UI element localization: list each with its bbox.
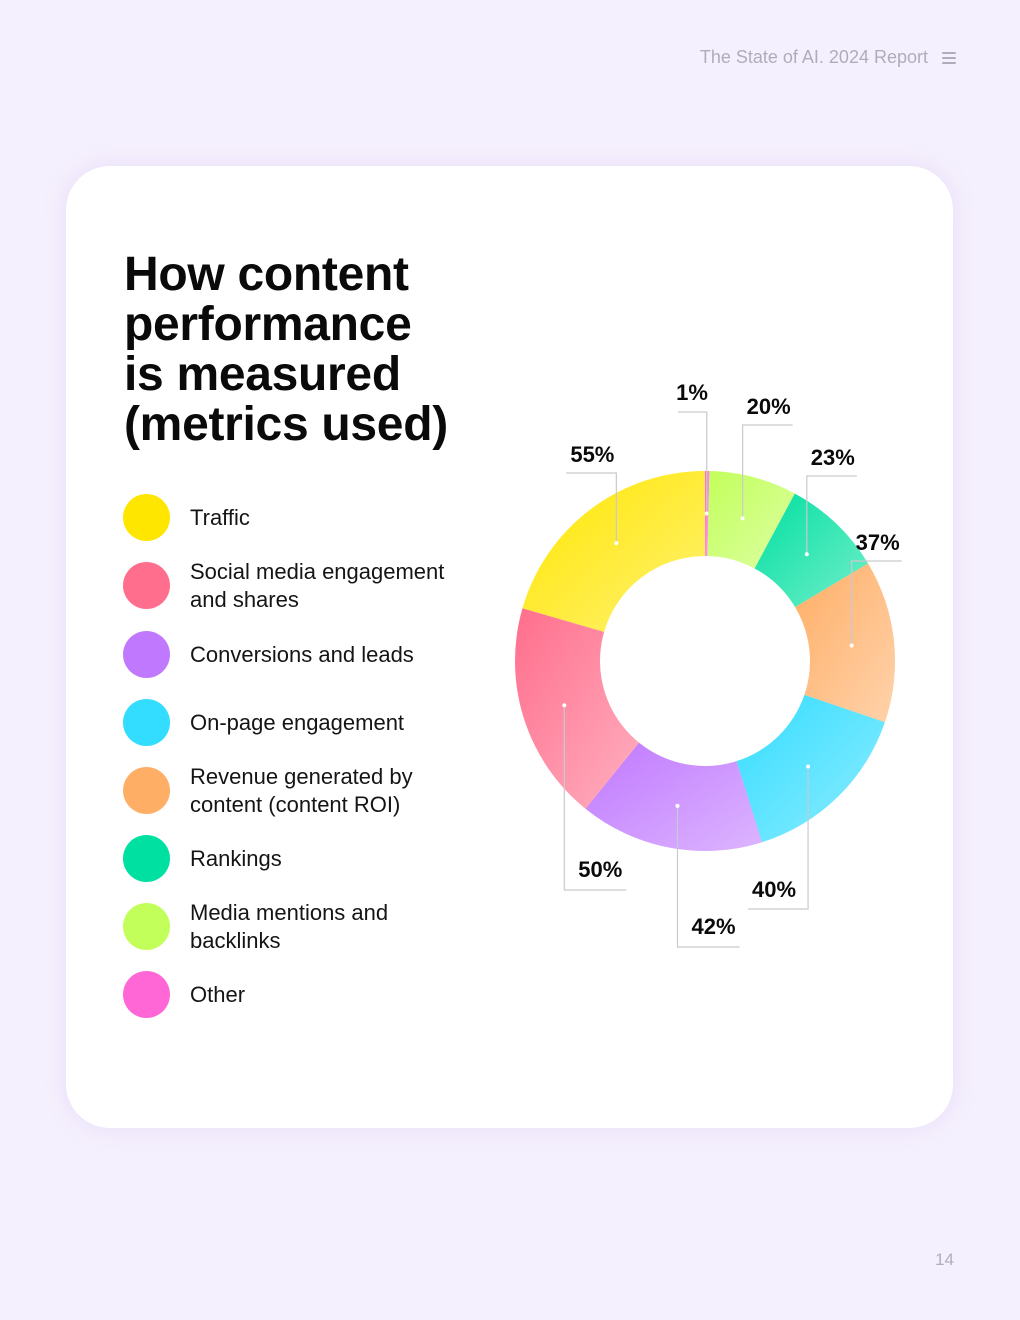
data-label: 50%: [578, 857, 622, 882]
data-label: 55%: [570, 442, 614, 467]
data-label: 20%: [747, 394, 791, 419]
donut-slice-shade: [514, 608, 639, 809]
legend-item: Media mentions and backlinks: [123, 900, 480, 953]
legend-swatch: [123, 903, 170, 950]
legend-item: Traffic: [123, 494, 480, 541]
page-number: 14: [935, 1250, 954, 1269]
legend-label: Social media engagement and shares: [190, 558, 445, 612]
menu-icon[interactable]: [942, 51, 956, 64]
chart-title-text: How content performance is measured (metric…: [124, 248, 448, 451]
legend-label: Media mentions and backlinks: [190, 899, 389, 953]
data-label: 42%: [691, 914, 735, 939]
data-label: 1%: [676, 380, 708, 405]
leader-dot: [614, 541, 619, 546]
leader-dot: [804, 552, 809, 557]
legend-item: Rankings: [123, 835, 480, 882]
donut-slice-shade: [754, 493, 869, 608]
leader-dot: [704, 511, 709, 516]
leader-line: [851, 560, 902, 646]
donut-slice-shade: [736, 694, 885, 843]
legend-swatch: [123, 971, 170, 1018]
leader-line: [676, 805, 740, 948]
leader-line: [566, 472, 617, 544]
chart-title-line: (metrics used): [124, 398, 448, 451]
legend-label: On-page engagement: [190, 709, 405, 735]
legend-swatch: [123, 494, 170, 541]
donut-slice-shade: [522, 471, 705, 632]
data-label: 40%: [752, 877, 796, 902]
leader-line: [678, 411, 708, 514]
donut-slice-shade: [585, 742, 763, 851]
legend-item: Conversions and leads: [123, 631, 480, 678]
leader-line: [742, 424, 793, 519]
chart-card: [66, 166, 953, 1128]
donut-slice-shade: [795, 563, 896, 723]
legend-swatch: [123, 562, 170, 609]
legend-label: Revenue generated by content (content RO…: [190, 763, 413, 817]
chart-title-line: is measured: [124, 348, 401, 401]
data-label: 23%: [811, 445, 855, 470]
legend-swatch: [123, 767, 170, 814]
legend-item: On-page engagement: [123, 699, 480, 746]
leader-line: [748, 766, 809, 910]
chart-title: How content performance is measured (metric…: [124, 250, 448, 450]
leader-dot: [675, 803, 680, 808]
leader-line: [563, 705, 627, 891]
report-header: The State of AI. 2024 Report: [700, 47, 956, 68]
legend-label: Conversions and leads: [190, 641, 414, 667]
data-label: 37%: [856, 530, 900, 555]
legend-swatch: [123, 631, 170, 678]
leader-dot: [562, 703, 567, 708]
donut-slice-shade: [707, 471, 795, 569]
leader-dot: [806, 764, 811, 769]
legend-label: Rankings: [190, 845, 282, 871]
leader-dot: [740, 516, 745, 521]
legend-item: Social media engagement and shares: [123, 559, 480, 612]
legend-item: Other: [123, 971, 480, 1018]
legend-label: Other: [190, 981, 246, 1007]
legend-label: Traffic: [190, 504, 250, 530]
legend-item: Revenue generated by content (content RO…: [123, 764, 480, 817]
legend-swatch: [123, 835, 170, 882]
chart-title-line: performance: [124, 298, 412, 351]
legend-swatch: [123, 699, 170, 746]
chart-title-line: How content: [124, 248, 409, 301]
report-title: The State of AI. 2024 Report: [699, 47, 928, 67]
leader-line: [806, 475, 857, 555]
leader-dot: [849, 643, 854, 648]
